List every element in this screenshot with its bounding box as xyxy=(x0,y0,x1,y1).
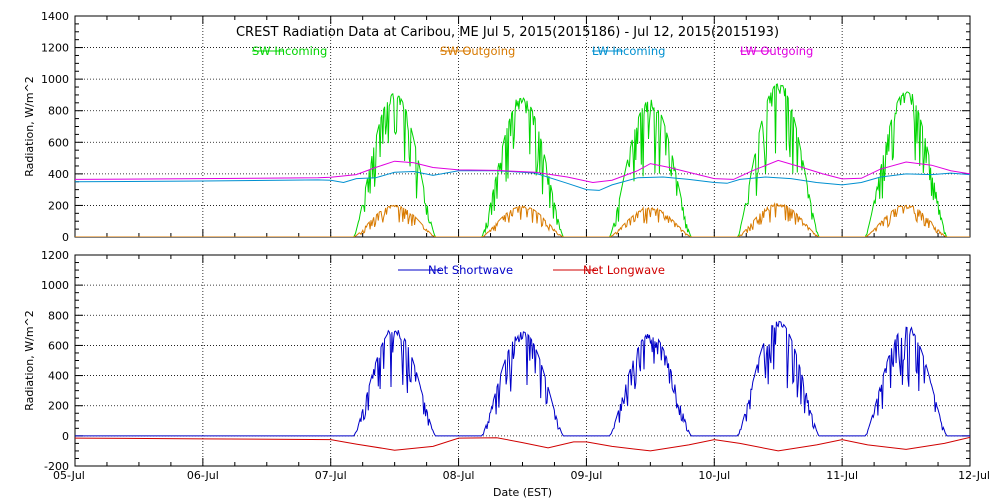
legend-entry: Net Longwave xyxy=(583,263,665,277)
x-tick-label: 10-Jul xyxy=(698,469,730,482)
y-tick-label: 800 xyxy=(48,309,69,322)
legend-entry: Net Shortwave xyxy=(428,263,513,277)
y-tick-label: 1200 xyxy=(41,42,69,55)
x-tick-label: 07-Jul xyxy=(315,469,347,482)
y-tick-label: 1200 xyxy=(41,249,69,262)
y-tick-label: 600 xyxy=(48,339,69,352)
y-tick-label: 0 xyxy=(62,430,69,443)
series-line-sw-outgoing xyxy=(75,202,970,237)
y-tick-label: 600 xyxy=(48,136,69,149)
legend-entry: LW Outgoing xyxy=(740,44,813,58)
x-tick-label: 12-Jul xyxy=(958,469,990,482)
series-line-lw-outgoing xyxy=(75,159,970,184)
legend-entry: SW Outgoing xyxy=(440,44,515,58)
y-tick-label: 200 xyxy=(48,199,69,212)
y-tick-label: 200 xyxy=(48,400,69,413)
legend-entry: LW Incoming xyxy=(592,44,665,58)
x-tick-label: 05-Jul xyxy=(53,469,85,482)
series-line-lw-incoming xyxy=(75,170,970,191)
y-tick-label: 1400 xyxy=(41,10,69,23)
y-tick-label: 1000 xyxy=(41,279,69,292)
series-line-sw-incoming xyxy=(75,83,970,237)
y-tick-label: 800 xyxy=(48,105,69,118)
plot-frame xyxy=(74,15,971,238)
plot-frame xyxy=(74,254,971,467)
y-axis-label: Radiation, W/m^2 xyxy=(23,76,36,177)
y-tick-label: 400 xyxy=(48,168,69,181)
series-line-net-shortwave xyxy=(75,320,970,437)
y-tick-label: 1000 xyxy=(41,73,69,86)
x-tick-label: 06-Jul xyxy=(187,469,219,482)
chart-title: CREST Radiation Data at Caribou, ME Jul … xyxy=(236,25,779,40)
y-tick-label: -200 xyxy=(44,460,69,473)
x-tick-label: 09-Jul xyxy=(570,469,602,482)
series-line-net-longwave xyxy=(75,436,970,452)
lower-panel: -200 0 200 400 600 800 1000 1200 05-Jul 06-Jul 07-… xyxy=(23,249,990,499)
legend-entry: SW Incoming xyxy=(252,44,327,58)
y-tick-label: 0 xyxy=(62,231,69,244)
x-tick-label: 11-Jul xyxy=(826,469,858,482)
upper-panel: 0 200 400 600 800 1000 1200 1400 Radiation, W/m^… xyxy=(23,10,971,244)
y-axis-label: Radiation, W/m^2 xyxy=(23,310,36,411)
x-tick-label: 08-Jul xyxy=(443,469,475,482)
y-tick-label: 400 xyxy=(48,370,69,383)
x-axis-label: Date (EST) xyxy=(493,486,552,499)
